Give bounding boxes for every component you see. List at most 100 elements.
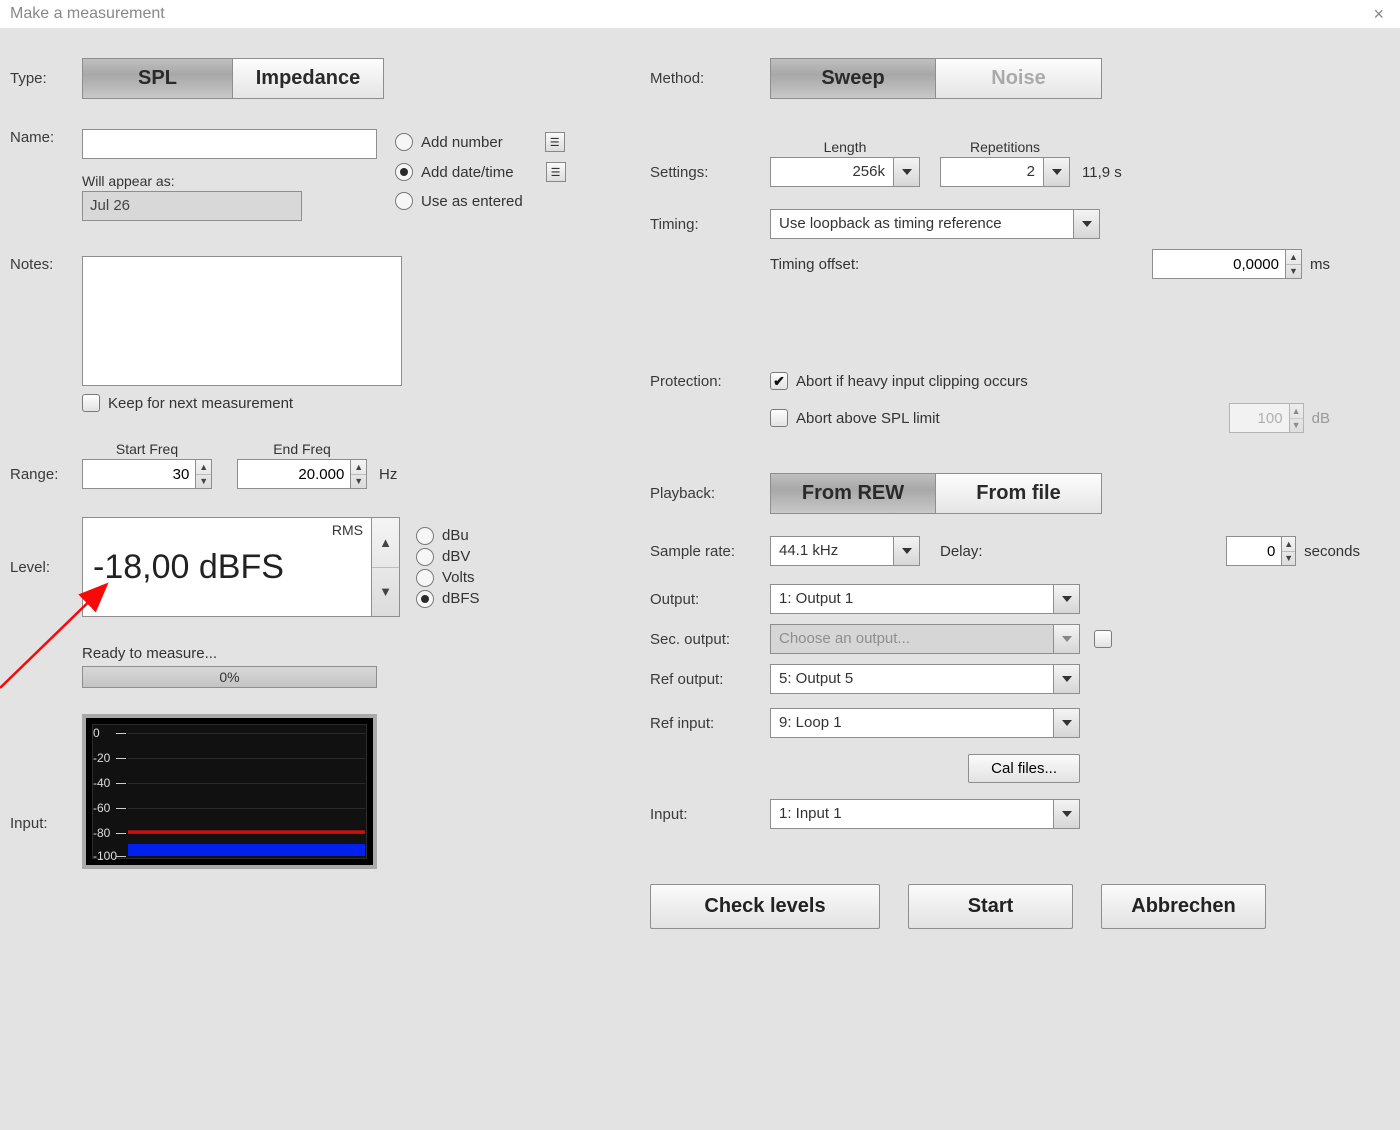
ytick-3: -60	[93, 801, 110, 815]
chevron-down-icon[interactable]	[1053, 800, 1079, 828]
check-levels-button[interactable]: Check levels	[650, 884, 880, 929]
up-icon[interactable]: ▲	[196, 460, 211, 475]
add-datetime-settings-icon[interactable]: ☰	[546, 162, 566, 182]
main-panel: Type: SPL Impedance Name: Will appear as…	[0, 28, 1400, 1130]
level-spinner[interactable]: ▲ ▼	[372, 517, 400, 617]
method-noise-button[interactable]: Noise	[936, 59, 1101, 98]
sec-output-label: Sec. output:	[650, 631, 770, 648]
chevron-down-icon[interactable]	[1053, 709, 1079, 737]
length-combo[interactable]: 256k	[770, 157, 920, 187]
start-freq-input[interactable]	[83, 460, 195, 488]
reps-label: Repetitions	[940, 139, 1070, 155]
cancel-button[interactable]: Abbrechen	[1101, 884, 1266, 929]
sample-rate-value: 44.1 kHz	[771, 537, 893, 565]
type-spl-button[interactable]: SPL	[83, 59, 233, 98]
ref-input-label: Ref input:	[650, 715, 770, 732]
level-rms: RMS	[332, 522, 363, 538]
abort-clip-checkbox[interactable]: ✔	[770, 372, 788, 390]
method-toggle: Sweep Noise	[770, 58, 1102, 99]
start-freq-spinner[interactable]: ▲▼	[82, 459, 212, 489]
abort-spl-checkbox[interactable]	[770, 409, 788, 427]
end-freq-label: End Freq	[237, 441, 367, 457]
name-input[interactable]	[82, 129, 377, 159]
add-number-radio[interactable]	[395, 133, 413, 151]
chevron-down-icon[interactable]	[893, 158, 919, 186]
down-icon[interactable]: ▼	[372, 568, 399, 617]
timing-offset-input[interactable]	[1153, 250, 1285, 278]
type-label: Type:	[10, 70, 82, 87]
reps-value: 2	[941, 158, 1043, 186]
dbfs-radio[interactable]	[416, 590, 434, 608]
method-label: Method:	[650, 70, 770, 87]
timing-offset-spinner[interactable]: ▲▼	[1152, 249, 1302, 279]
playback-rew-button[interactable]: From REW	[771, 474, 936, 513]
type-impedance-button[interactable]: Impedance	[233, 59, 383, 98]
end-freq-spinner[interactable]: ▲▼	[237, 459, 367, 489]
end-freq-input[interactable]	[238, 460, 350, 488]
dbv-radio[interactable]	[416, 548, 434, 566]
cal-files-button[interactable]: Cal files...	[968, 754, 1080, 783]
up-icon[interactable]: ▲	[1282, 537, 1295, 552]
dbfs-label: dBFS	[442, 590, 480, 607]
start-button[interactable]: Start	[908, 884, 1073, 929]
output-label: Output:	[650, 591, 770, 608]
playback-label: Playback:	[650, 485, 770, 502]
chevron-down-icon[interactable]	[1073, 210, 1099, 238]
appear-value: Jul 26	[82, 191, 302, 221]
down-icon[interactable]: ▼	[351, 475, 366, 489]
up-icon[interactable]: ▲	[1286, 250, 1301, 265]
ref-output-combo[interactable]: 5: Output 5	[770, 664, 1080, 694]
chevron-down-icon[interactable]	[1053, 585, 1079, 613]
add-datetime-radio[interactable]	[395, 163, 413, 181]
spectrum-red	[128, 831, 365, 833]
sec-output-checkbox[interactable]	[1094, 630, 1112, 648]
spl-limit-unit: dB	[1312, 410, 1330, 427]
add-datetime-label: Add date/time	[421, 164, 514, 181]
down-icon[interactable]: ▼	[196, 475, 211, 489]
sample-rate-label: Sample rate:	[650, 543, 770, 560]
ytick-1: -20	[93, 751, 110, 765]
name-label: Name:	[10, 129, 82, 146]
chevron-down-icon[interactable]	[1043, 158, 1069, 186]
protection-label: Protection:	[650, 373, 770, 390]
spl-limit-spinner: ▲▼	[1229, 403, 1304, 433]
playback-file-button[interactable]: From file	[936, 474, 1101, 513]
close-icon[interactable]: ×	[1367, 4, 1390, 25]
input-combo[interactable]: 1: Input 1	[770, 799, 1080, 829]
notes-textarea[interactable]	[82, 256, 402, 386]
output-value: 1: Output 1	[771, 585, 1053, 613]
spectrum-blue	[128, 844, 365, 856]
ref-input-combo[interactable]: 9: Loop 1	[770, 708, 1080, 738]
abort-clip-label: Abort if heavy input clipping occurs	[796, 373, 1028, 390]
delay-label: Delay:	[940, 543, 983, 560]
chevron-down-icon[interactable]	[1053, 665, 1079, 693]
keep-checkbox[interactable]	[82, 394, 100, 412]
range-label: Range:	[10, 466, 82, 489]
chevron-down-icon	[1053, 625, 1079, 653]
input-label-right: Input:	[650, 806, 770, 823]
up-icon[interactable]: ▲	[372, 518, 399, 568]
method-sweep-button[interactable]: Sweep	[771, 59, 936, 98]
chevron-down-icon[interactable]	[893, 537, 919, 565]
appear-label: Will appear as:	[82, 173, 377, 189]
ytick-5: -100	[93, 849, 117, 863]
dbu-radio[interactable]	[416, 527, 434, 545]
delay-spinner[interactable]: ▲▼	[1226, 536, 1296, 566]
volts-radio[interactable]	[416, 569, 434, 587]
add-number-label: Add number	[421, 134, 503, 151]
use-as-entered-radio[interactable]	[395, 192, 413, 210]
sample-rate-combo[interactable]: 44.1 kHz	[770, 536, 920, 566]
ytick-0: 0	[93, 726, 100, 740]
down-icon[interactable]: ▼	[1282, 552, 1295, 566]
reps-combo[interactable]: 2	[940, 157, 1070, 187]
input-label-left: Input:	[10, 815, 82, 832]
ref-output-label: Ref output:	[650, 671, 770, 688]
freq-unit: Hz	[367, 466, 397, 489]
timing-combo[interactable]: Use loopback as timing reference	[770, 209, 1100, 239]
up-icon[interactable]: ▲	[351, 460, 366, 475]
add-number-settings-icon[interactable]: ☰	[545, 132, 565, 152]
abort-spl-label: Abort above SPL limit	[796, 410, 940, 427]
output-combo[interactable]: 1: Output 1	[770, 584, 1080, 614]
down-icon[interactable]: ▼	[1286, 265, 1301, 279]
delay-input[interactable]	[1227, 537, 1281, 565]
